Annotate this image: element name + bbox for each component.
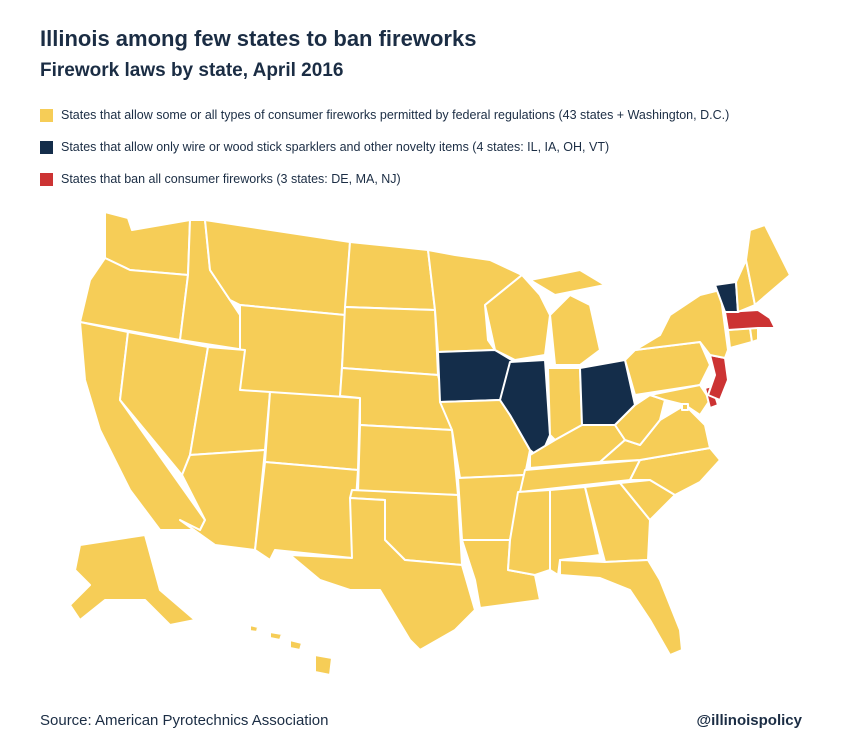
state-ak xyxy=(69,534,196,626)
legend-label-novelty: States that allow only wire or wood stic… xyxy=(61,140,610,154)
state-az xyxy=(179,449,266,551)
state-dc xyxy=(681,403,689,411)
state-sd xyxy=(341,306,439,376)
map-subtitle: Firework laws by state, April 2016 xyxy=(40,60,344,81)
state-wi xyxy=(484,274,551,361)
legend-item-allow: States that allow some or all types of c… xyxy=(40,104,729,126)
legend: States that allow some or all types of c… xyxy=(40,104,729,200)
state-fl xyxy=(559,559,683,656)
state-co xyxy=(264,391,361,471)
state-md xyxy=(649,384,711,416)
state-mn xyxy=(427,249,523,353)
legend-item-ban: States that ban all consumer fireworks (… xyxy=(40,168,729,190)
legend-swatch-allow xyxy=(40,108,53,122)
source-note: Source: American Pyrotechnics Associatio… xyxy=(40,712,329,729)
state-nm xyxy=(254,461,359,561)
state-me xyxy=(745,224,791,306)
state-wv xyxy=(614,394,666,446)
state-ri xyxy=(749,327,759,343)
us-map-svg xyxy=(69,211,791,676)
state-hi xyxy=(249,624,333,676)
state-mi xyxy=(529,269,606,366)
legend-label-allow: States that allow some or all types of c… xyxy=(61,108,730,122)
state-nj xyxy=(707,354,729,401)
state-nd xyxy=(344,241,436,311)
state-wy xyxy=(239,304,346,401)
legend-swatch-novelty xyxy=(40,140,53,154)
state-tx xyxy=(289,497,476,651)
legend-swatch-ban xyxy=(40,172,53,186)
state-ga xyxy=(584,482,651,563)
state-ks xyxy=(357,424,459,496)
state-ny xyxy=(634,289,729,359)
state-ct xyxy=(727,327,753,349)
map-title: Illinois among few states to ban firewor… xyxy=(40,26,477,51)
social-handle: @illinoispolicy xyxy=(696,712,802,729)
us-map xyxy=(60,200,800,700)
legend-label-ban: States that ban all consumer fireworks (… xyxy=(61,172,401,186)
state-ma xyxy=(724,309,776,331)
legend-item-novelty: States that allow only wire or wood stic… xyxy=(40,136,729,158)
